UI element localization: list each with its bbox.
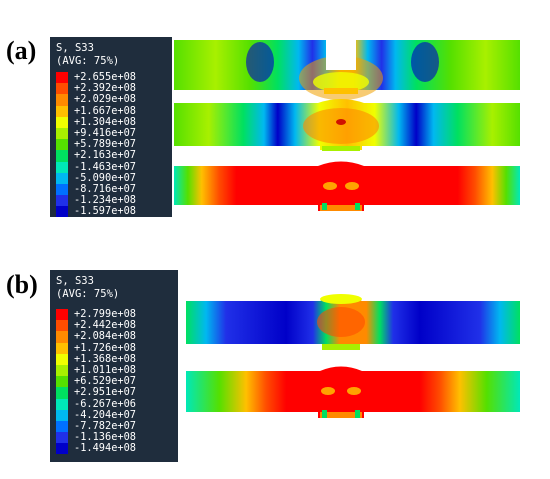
legend-row: +9.416e+07: [56, 127, 166, 140]
legend-swatch: [56, 83, 68, 95]
legend-swatch: [56, 409, 68, 421]
legend-row: -8.716e+07: [56, 182, 166, 196]
legend-title: S, S33: [56, 42, 94, 54]
legend-swatch: [56, 353, 68, 365]
legend-row: +1.011e+08: [56, 364, 172, 377]
legend-title: S, S33: [56, 275, 94, 287]
legend-row: +2.951e+07: [56, 386, 172, 399]
legend-swatch: [56, 364, 68, 377]
legend-swatch: [56, 183, 68, 196]
legend-swatch: [56, 172, 68, 184]
legend-row: +2.392e+08: [56, 82, 166, 95]
legend-swatch: [56, 398, 68, 410]
legend-value: -8.716e+07: [74, 182, 136, 195]
legend-rows: +2.799e+08 +2.442e+08 +2.084e+08 +1.726e+08…: [56, 308, 172, 455]
legend-value: +1.011e+08: [74, 364, 136, 377]
legend-row: +5.789e+07: [56, 138, 166, 151]
legend-swatch: [56, 94, 68, 106]
legend-swatch: [56, 432, 68, 444]
legend-panel-a: S, S33 (AVG: 75%) +2.655e+08 +2.392e+08 +2…: [50, 37, 172, 218]
legend-row: -1.494e+08: [56, 442, 172, 455]
legend-row: +2.084e+08: [56, 330, 172, 343]
panel-b-plate-1: [186, 294, 520, 350]
legend-value: +2.442e+08: [74, 319, 136, 332]
legend-row: -1.136e+08: [56, 431, 172, 444]
legend-value: -1.494e+08: [74, 442, 136, 455]
legend-swatch: [56, 195, 68, 207]
legend-row: +1.368e+08: [56, 352, 172, 365]
panel-label-a: (a): [6, 36, 37, 65]
legend-value: -1.136e+08: [74, 431, 136, 444]
legend-value: +1.726e+08: [74, 341, 136, 354]
legend-row: +2.029e+08: [56, 93, 166, 106]
legend-row: -1.463e+07: [56, 160, 166, 173]
legend-row: -1.597e+08: [56, 205, 166, 218]
panel-a-plate-1: [174, 40, 520, 100]
legend-row: +2.655e+08: [56, 71, 166, 84]
legend-swatch: [56, 320, 68, 332]
legend-value: +2.029e+08: [74, 93, 136, 106]
legend-value: +2.951e+07: [74, 386, 136, 399]
legend-row: -6.267e+06: [56, 397, 172, 410]
legend-value: -4.204e+07: [74, 408, 136, 421]
legend-value: +2.799e+08: [74, 308, 136, 321]
legend-swatch: [56, 376, 68, 388]
panel-label-b: (b): [6, 270, 38, 299]
panel-a-plate-2: [174, 99, 520, 151]
legend-value: +2.392e+08: [74, 82, 136, 95]
legend-row: +2.799e+08: [56, 308, 172, 321]
legend-value: +9.416e+07: [74, 127, 136, 140]
legend-value: +2.163e+07: [74, 149, 136, 162]
legend-swatch: [56, 127, 68, 140]
legend-swatch: [56, 342, 68, 354]
legend-swatch: [56, 387, 68, 399]
panel-b-plate-2: [186, 366, 520, 418]
legend-row: +1.667e+08: [56, 104, 166, 117]
legend-value: -1.463e+07: [74, 160, 136, 173]
legend-row: -4.204e+07: [56, 408, 172, 421]
legend-row: -7.782e+07: [56, 419, 172, 433]
legend-value: -7.782e+07: [74, 419, 136, 432]
legend-value: +1.368e+08: [74, 352, 136, 365]
legend-rows: +2.655e+08 +2.392e+08 +2.029e+08 +1.667e+08…: [56, 71, 166, 218]
legend-value: +2.655e+08: [74, 71, 136, 84]
legend-swatch: [56, 105, 68, 117]
legend-swatch: [56, 161, 68, 173]
legend-swatch: [56, 331, 68, 343]
legend-value: +6.529e+07: [74, 375, 136, 388]
legend-value: +1.304e+08: [74, 115, 136, 128]
legend-value: -1.597e+08: [74, 205, 136, 218]
legend-row: +1.304e+08: [56, 115, 166, 128]
legend-row: +2.163e+07: [56, 149, 166, 162]
legend-swatch: [56, 139, 68, 151]
legend-value: -6.267e+06: [74, 397, 136, 410]
legend-row: +6.529e+07: [56, 375, 172, 388]
legend-swatch: [56, 72, 68, 84]
legend-row: -5.090e+07: [56, 171, 166, 184]
legend-row: +2.442e+08: [56, 319, 172, 332]
legend-row: -1.234e+08: [56, 194, 166, 207]
legend-value: +2.084e+08: [74, 330, 136, 343]
panel-a-plate-3: [174, 161, 520, 211]
legend-value: -1.234e+08: [74, 194, 136, 207]
legend-swatch: [56, 116, 68, 128]
legend-row: +1.726e+08: [56, 341, 172, 354]
legend-value: +1.667e+08: [74, 104, 136, 117]
legend-swatch: [56, 420, 68, 433]
legend-value: -5.090e+07: [74, 171, 136, 184]
legend-panel-b: S, S33 (AVG: 75%) +2.799e+08 +2.442e+08 +2…: [50, 270, 178, 462]
legend-value: +5.789e+07: [74, 138, 136, 151]
legend-swatch: [56, 309, 68, 321]
legend-swatch: [56, 150, 68, 162]
legend-subtitle: (AVG: 75%): [56, 288, 120, 300]
legend-swatch: [56, 443, 68, 455]
legend-swatch: [56, 206, 68, 218]
legend-subtitle: (AVG: 75%): [56, 55, 120, 67]
